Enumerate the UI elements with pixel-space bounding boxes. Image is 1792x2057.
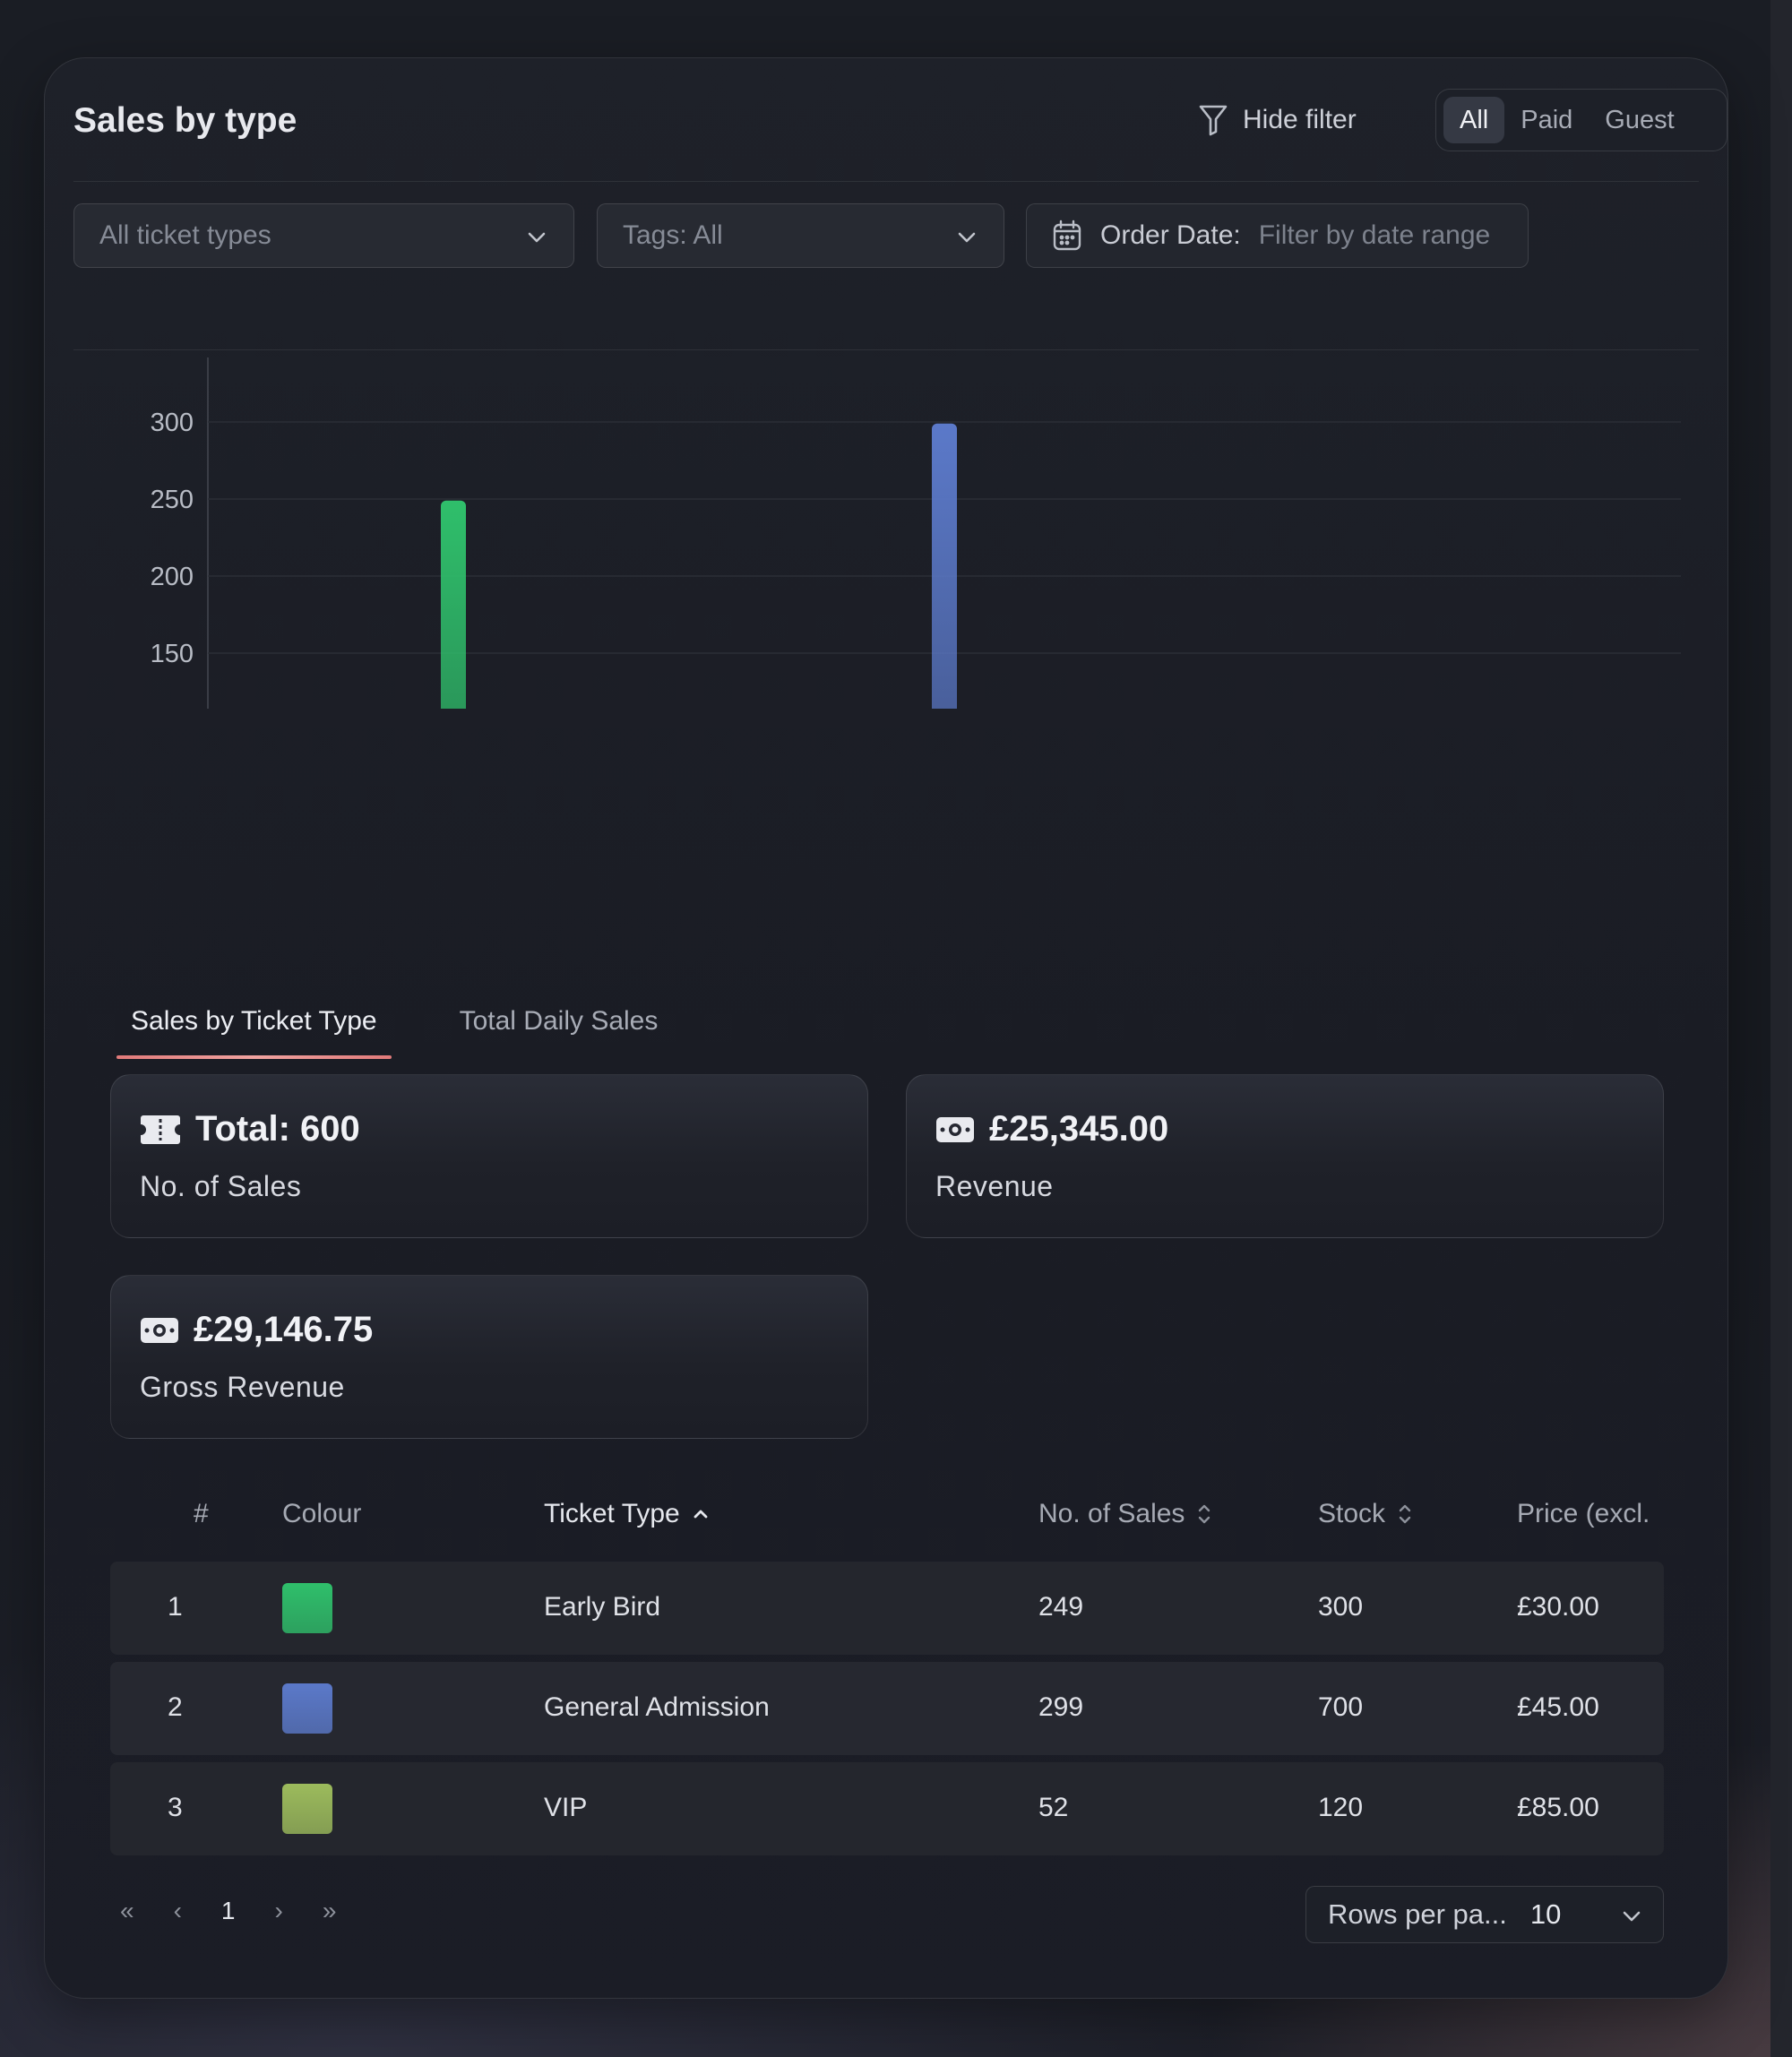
row-stock: 700 xyxy=(1318,1692,1364,1722)
banknote-icon xyxy=(141,1317,178,1343)
first-page-button[interactable]: « xyxy=(120,1897,134,1924)
card-header: Sales by type Hide filter All Paid Guest xyxy=(73,58,1727,182)
sort-ascending-icon xyxy=(694,1510,708,1519)
column-header-number: # xyxy=(194,1499,209,1528)
order-date-filter[interactable]: Order Date: Filter by date range xyxy=(1026,203,1529,268)
segment-paid[interactable]: Paid xyxy=(1521,105,1573,134)
colour-swatch xyxy=(282,1683,332,1734)
table-row[interactable]: 1 Early Bird 249 300 £30.00 xyxy=(110,1562,1664,1655)
sales-tabs: Sales by Ticket Type Total Daily Sales xyxy=(116,994,672,1059)
revenue-label: Revenue xyxy=(935,1170,1054,1202)
row-stock: 120 xyxy=(1318,1793,1364,1822)
total-sales-card: Total: 600 No. of Sales xyxy=(110,1074,868,1238)
tags-value: Tags: All xyxy=(623,220,723,250)
tab-total-daily-sales[interactable]: Total Daily Sales xyxy=(459,1006,659,1036)
colour-swatch xyxy=(282,1583,332,1633)
y-tick-label: 300 xyxy=(151,409,194,437)
column-header-colour: Colour xyxy=(282,1499,362,1528)
column-header-stock[interactable]: Stock xyxy=(1318,1499,1414,1529)
sort-icon xyxy=(1199,1504,1210,1524)
y-tick-label: 150 xyxy=(151,640,194,668)
rows-per-page-select[interactable]: Rows per pa... 10 xyxy=(1305,1886,1664,1943)
banknote-icon xyxy=(936,1116,974,1142)
column-header-no-of-sales[interactable]: No. of Sales xyxy=(1038,1499,1213,1529)
customer-segment-control: All Paid Guest xyxy=(1435,89,1727,151)
hide-filter-button[interactable]: Hide filter xyxy=(1198,103,1357,137)
row-no-of-sales: 52 xyxy=(1038,1793,1069,1822)
ticket-types-dropdown[interactable]: All ticket types xyxy=(73,203,574,268)
row-ticket-type: VIP xyxy=(544,1793,588,1822)
ticket-type-table: # Colour Ticket Type No. of Sales Stock … xyxy=(110,1472,1664,1863)
total-sales-label: No. of Sales xyxy=(140,1170,302,1202)
table-row[interactable]: 3 VIP 52 120 £85.00 xyxy=(110,1762,1664,1855)
row-number: 2 xyxy=(168,1692,183,1722)
tags-dropdown[interactable]: Tags: All xyxy=(597,203,1004,268)
filter-icon xyxy=(1199,105,1228,136)
bar-2[interactable] xyxy=(932,423,957,709)
sales-bar-chart: 50100150200250300123 xyxy=(151,357,1681,709)
chevron-down-icon xyxy=(528,232,546,243)
chevron-down-icon xyxy=(958,232,976,243)
next-page-button[interactable]: › xyxy=(274,1897,283,1924)
order-date-label: Order Date: xyxy=(1100,220,1241,250)
row-price: £85.00 xyxy=(1517,1793,1599,1822)
y-tick-label: 200 xyxy=(151,563,194,591)
calendar-icon xyxy=(1053,219,1081,251)
table-body: 1 Early Bird 249 300 £30.00 2 General Admissio… xyxy=(110,1562,1664,1855)
rows-per-page-value: 10 xyxy=(1529,1898,1562,1930)
row-stock: 300 xyxy=(1318,1592,1364,1622)
bar-1[interactable] xyxy=(441,500,466,709)
tab-sales-by-ticket-type[interactable]: Sales by Ticket Type xyxy=(116,994,392,1059)
ticket-icon xyxy=(141,1115,180,1144)
revenue-card: £25,345.00 Revenue xyxy=(906,1074,1664,1238)
row-number: 1 xyxy=(168,1592,183,1622)
column-header-price[interactable]: Price (excl. xyxy=(1517,1499,1650,1528)
colour-swatch xyxy=(282,1784,332,1834)
row-no-of-sales: 249 xyxy=(1038,1592,1084,1622)
segment-guest[interactable]: Guest xyxy=(1605,105,1675,134)
ticket-types-value: All ticket types xyxy=(99,220,271,250)
previous-page-button[interactable]: ‹ xyxy=(173,1897,182,1924)
hide-filter-label: Hide filter xyxy=(1243,105,1357,134)
row-ticket-type: General Admission xyxy=(544,1692,770,1722)
pagination: « ‹ 1 › » xyxy=(120,1897,336,1925)
page-title: Sales by type xyxy=(73,101,297,140)
gross-revenue-label: Gross Revenue xyxy=(140,1371,345,1403)
sort-icon xyxy=(1399,1504,1411,1524)
column-header-ticket-type[interactable]: Ticket Type xyxy=(544,1499,711,1529)
row-no-of-sales: 299 xyxy=(1038,1692,1084,1722)
filter-bar: All ticket types Tags: All Order Date: F… xyxy=(73,182,1699,350)
order-date-placeholder: Filter by date range xyxy=(1258,220,1491,250)
rows-per-page-label: Rows per pa... xyxy=(1328,1898,1507,1930)
table-row[interactable]: 2 General Admission 299 700 £45.00 xyxy=(110,1662,1664,1755)
row-price: £45.00 xyxy=(1517,1692,1599,1722)
total-sales-value: Total: 600 xyxy=(195,1109,360,1149)
gross-revenue-card: £29,146.75 Gross Revenue xyxy=(110,1275,868,1439)
sales-by-type-card: Sales by type Hide filter All Paid Guest… xyxy=(44,57,1728,1999)
current-page[interactable]: 1 xyxy=(220,1897,236,1924)
revenue-value: £25,345.00 xyxy=(989,1109,1169,1149)
row-number: 3 xyxy=(168,1793,183,1822)
segment-all[interactable]: All xyxy=(1443,97,1505,143)
table-header: # Colour Ticket Type No. of Sales Stock … xyxy=(110,1472,1664,1562)
row-price: £30.00 xyxy=(1517,1592,1599,1622)
row-ticket-type: Early Bird xyxy=(544,1592,661,1622)
scrollbar-track[interactable] xyxy=(1770,0,1792,2057)
y-tick-label: 250 xyxy=(151,486,194,514)
gross-revenue-value: £29,146.75 xyxy=(194,1310,374,1349)
chevron-down-icon xyxy=(1623,1911,1641,1922)
last-page-button[interactable]: » xyxy=(322,1897,337,1924)
